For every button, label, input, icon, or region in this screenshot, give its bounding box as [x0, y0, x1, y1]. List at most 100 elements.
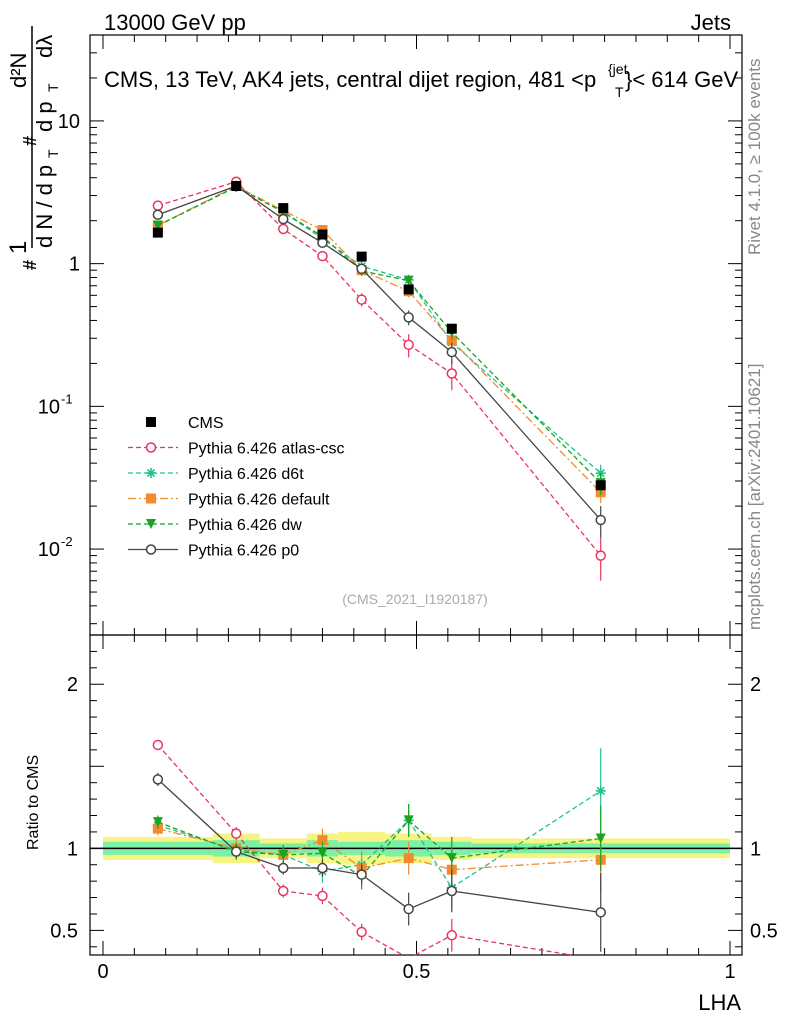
ratio-y-axis-label: Ratio to CMS	[25, 755, 42, 850]
star-stroke	[146, 468, 156, 478]
series-line	[157, 186, 602, 484]
ratio-point	[595, 833, 606, 844]
ratio-line	[157, 790, 602, 889]
ratio-point	[230, 846, 242, 857]
ratio-tick-label: 0.5	[750, 920, 778, 942]
ratio-point	[403, 903, 414, 915]
ratio-point	[317, 862, 328, 874]
y-tick-label: 10	[58, 111, 80, 133]
ratio-tick-label: 2	[67, 674, 78, 696]
data-point	[356, 263, 367, 275]
header-right: Jets	[691, 10, 731, 35]
legend-label: Pythia 6.426 dw	[188, 517, 302, 534]
data-point	[356, 251, 367, 262]
ratio-point	[403, 815, 414, 826]
ratio-line	[157, 828, 601, 871]
series-2	[152, 181, 606, 484]
legend-label: Pythia 6.426 default	[188, 492, 330, 509]
data-point	[152, 227, 163, 238]
legend-marker	[146, 417, 156, 427]
legend-marker	[145, 442, 157, 453]
ratio-series-5	[152, 772, 606, 952]
ylabel-hash: #	[20, 260, 40, 270]
ratio-point	[278, 885, 289, 897]
series-line	[157, 180, 602, 557]
ratio-tick-label: 0.5	[50, 920, 78, 942]
legend-label: CMS	[188, 415, 224, 432]
ratio-series	[152, 739, 606, 956]
ylabel-d2n: d²N	[6, 53, 31, 88]
data-point	[403, 312, 414, 323]
legend-item: Pythia 6.426 p0	[128, 543, 299, 560]
legend-item: Pythia 6.426 default	[128, 492, 330, 509]
y-axis-label: # 1 d N / d p T # d p T d²N dλ	[5, 26, 61, 270]
ylabel-t2: T	[45, 83, 61, 92]
legend-item: Pythia 6.426 atlas-csc	[128, 441, 345, 458]
series-0	[152, 180, 606, 491]
ratio-point	[446, 853, 457, 864]
y-tick-label: 1	[69, 254, 80, 276]
ratio-tick-label: 1	[750, 838, 761, 860]
data-point	[446, 323, 457, 334]
legend-item: Pythia 6.426 d6t	[128, 466, 304, 483]
legend-label: Pythia 6.426 atlas-csc	[188, 441, 345, 458]
data-point	[152, 220, 163, 231]
ratio-point	[356, 926, 367, 938]
data-point	[231, 180, 242, 191]
data-point	[317, 237, 328, 249]
data-point	[278, 203, 289, 214]
title-end: }< 614 GeV	[625, 67, 738, 92]
ratio-point	[403, 853, 414, 864]
data-point	[446, 346, 458, 358]
legend-marker	[146, 519, 156, 529]
series-line	[157, 185, 602, 493]
ratio-point	[278, 849, 289, 860]
ratio-point	[356, 869, 367, 880]
ratio-point	[152, 739, 164, 751]
ratio-tick-label: 1	[67, 838, 78, 860]
title-sup: {jet	[608, 61, 628, 77]
legend-item: Pythia 6.426 dw	[128, 517, 302, 534]
ratio-point	[446, 930, 458, 941]
data-point	[278, 223, 289, 235]
ratio-line	[157, 744, 572, 956]
ratio-point	[446, 885, 458, 897]
legend-marker	[146, 493, 156, 504]
data-point	[152, 209, 164, 221]
ratio-point	[152, 774, 164, 785]
legend-marker	[145, 544, 157, 555]
data-point	[595, 550, 606, 561]
ylabel-dn: d N / d p	[32, 165, 57, 248]
ratio-point	[595, 785, 606, 796]
ratio-line	[157, 819, 601, 877]
ratio-point	[152, 817, 163, 828]
header-left: 13000 GeV pp	[104, 10, 246, 35]
legend-label: Pythia 6.426 d6t	[188, 466, 304, 483]
ratio-point	[230, 828, 242, 839]
chart-title: CMS, 13 TeV, AK4 jets, central dijet reg…	[104, 61, 738, 100]
top-series	[152, 176, 606, 581]
x-tick-label: 1	[724, 961, 735, 983]
series-line	[157, 186, 602, 474]
y-tick-label: 10	[38, 396, 60, 418]
y-tick-exponent: -1	[61, 391, 73, 406]
ylabel-hash2: #	[20, 136, 40, 146]
legend-marker	[146, 468, 156, 478]
data-point	[356, 294, 367, 305]
legend: CMS Pythia 6.426 atlas-csc Pythia 6.426 d6…	[128, 415, 345, 560]
ylabel-dl: dλ	[32, 35, 57, 58]
title-main: CMS, 13 TeV, AK4 jets, central dijet reg…	[104, 67, 596, 92]
data-point	[317, 229, 328, 240]
ratio-series-2	[152, 748, 606, 910]
y-tick-exponent: -2	[61, 534, 73, 549]
ratio-point	[595, 907, 606, 918]
data-point	[403, 339, 414, 351]
series-line	[157, 185, 602, 521]
legend-item: CMS	[146, 415, 224, 432]
legend-label: Pythia 6.426 p0	[188, 543, 299, 560]
data-point	[446, 368, 458, 379]
x-tick-label: 0	[97, 961, 108, 983]
data-point	[403, 275, 414, 286]
